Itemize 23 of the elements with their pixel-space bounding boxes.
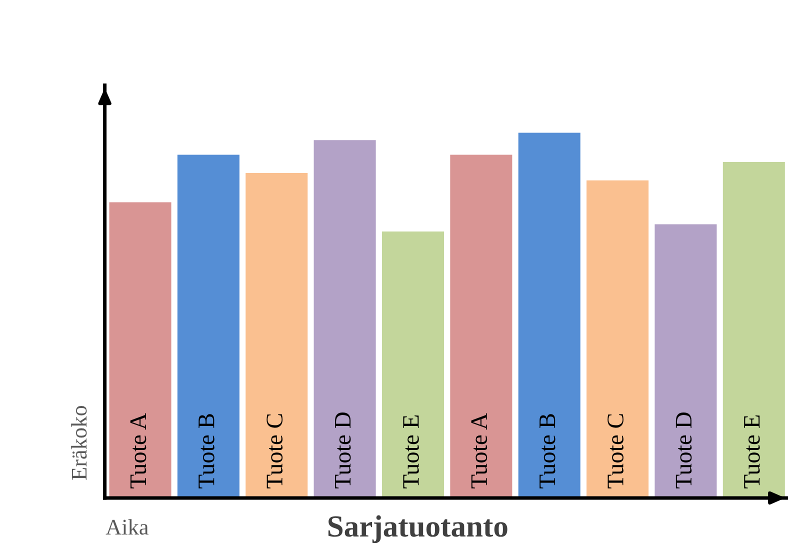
bar [516, 131, 582, 498]
bar [176, 153, 241, 498]
y-axis-title: Eräkoko [71, 406, 87, 480]
bar [312, 138, 378, 498]
x-tick-label: Tuote E [744, 415, 760, 488]
bar [448, 153, 514, 498]
bar [108, 200, 173, 498]
x-tick-label: Tuote B [198, 414, 214, 488]
bar [244, 172, 310, 498]
bar [380, 230, 446, 498]
x-tick-label: Tuote D [676, 412, 692, 488]
x-tick-label: Tuote E [403, 415, 419, 488]
bar [653, 222, 718, 498]
x-axis-title: Aika [106, 519, 148, 535]
x-tick-label: Tuote C [266, 414, 283, 488]
x-tick-label: Tuote A [471, 413, 488, 488]
text: Sarjatuotanto [328, 515, 508, 544]
x-tick-label: Tuote D [335, 412, 351, 488]
bar [585, 178, 650, 498]
x-tick-label: Tuote A [130, 413, 146, 488]
x-tick-label: Tuote C [608, 414, 624, 488]
bar [722, 160, 786, 498]
x-tick-label: Tuote B [540, 414, 556, 488]
